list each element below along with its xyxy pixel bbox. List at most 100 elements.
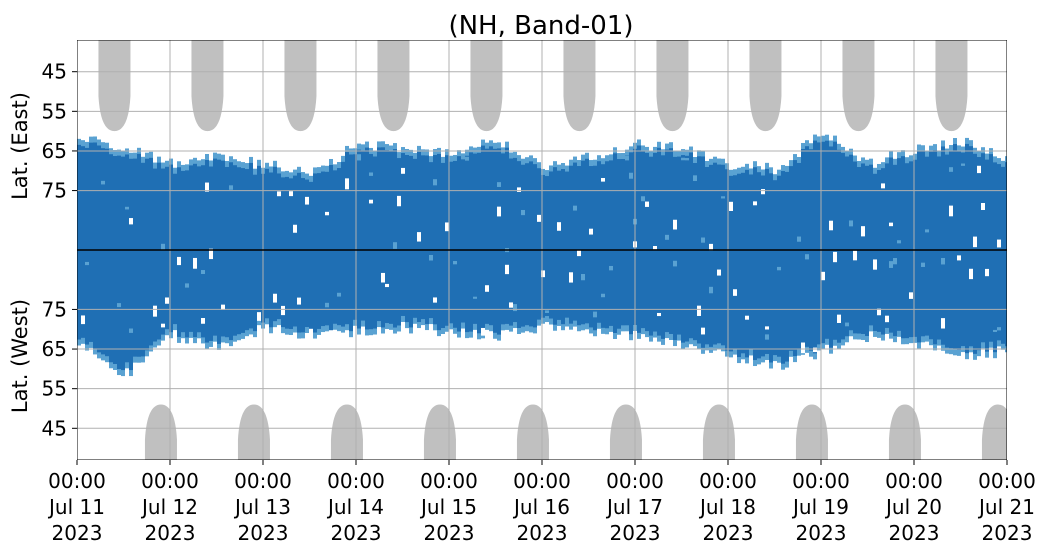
band-gap-77	[385, 283, 389, 288]
band-core-121	[561, 169, 565, 325]
band-core-14	[133, 158, 137, 357]
band-core-92	[445, 155, 449, 326]
band-gap-85	[417, 232, 421, 242]
band-core-158	[709, 164, 713, 347]
xtick-label-6-1: Jul 17	[605, 495, 663, 519]
band-light-193	[849, 220, 853, 227]
xtick-label-5-0: 00:00	[513, 469, 571, 493]
band-core-217	[945, 154, 949, 348]
band-core-156	[701, 156, 705, 348]
band-light-151	[681, 157, 685, 161]
y-axis-label-west: Lat. (West)	[8, 299, 32, 413]
band-core-51	[281, 177, 285, 328]
band-light-99	[473, 296, 477, 299]
band-core-43	[249, 162, 253, 329]
band-core-117	[545, 176, 549, 317]
band-core-13	[129, 158, 133, 371]
band-core-94	[453, 160, 457, 328]
band-core-173	[769, 173, 773, 363]
band-core-6	[101, 148, 105, 355]
band-core-202	[885, 163, 889, 328]
band-core-47	[265, 168, 269, 319]
band-core-125	[577, 166, 581, 326]
band-core-28	[189, 165, 193, 332]
daylight-mask-east-6	[656, 40, 689, 132]
band-core-165	[737, 173, 741, 358]
band-light-88	[429, 254, 433, 261]
daylight-mask-east-9	[935, 40, 968, 132]
band-core-167	[745, 169, 749, 358]
band-core-197	[865, 165, 869, 337]
band-gap-128	[589, 228, 593, 235]
band-core-215	[937, 156, 941, 340]
band-core-32	[205, 159, 209, 343]
band-core-50	[277, 173, 281, 320]
band-core-22	[165, 166, 169, 330]
band-core-59	[313, 173, 317, 333]
daylight-mask-west-9	[981, 404, 1007, 460]
band-light-97	[465, 156, 469, 161]
band-core-18	[149, 157, 153, 346]
band-gap-218	[949, 205, 953, 217]
band-core-0	[77, 144, 81, 340]
band-light-192	[845, 322, 849, 327]
band-core-25	[177, 167, 181, 337]
band-gap-73	[369, 199, 373, 204]
band-core-17	[145, 158, 149, 351]
band-core-19	[153, 168, 157, 342]
band-core-159	[713, 162, 717, 345]
band-gap-50	[277, 191, 281, 197]
band-gap-199	[873, 259, 877, 270]
band-gap-208	[909, 292, 913, 299]
band-core-98	[469, 152, 473, 332]
band-core-134	[613, 153, 617, 334]
band-core-5	[97, 145, 101, 353]
band-gap-201	[881, 183, 885, 189]
band-core-226	[981, 153, 985, 343]
xtick-label-4-1: Jul 15	[419, 495, 477, 519]
band-gap-230	[997, 239, 1001, 248]
band-core-1	[81, 146, 85, 338]
band-core-213	[929, 151, 933, 340]
band-gap-54	[293, 224, 297, 233]
xtick-label-9-0: 00:00	[885, 469, 943, 493]
band-core-145	[657, 147, 661, 336]
band-core-45	[257, 165, 261, 320]
band-gap-189	[833, 251, 837, 263]
band-core-129	[593, 165, 597, 331]
band-light-13	[129, 328, 133, 333]
band-core-83	[409, 155, 413, 328]
band-core-15	[137, 153, 141, 357]
band-core-76	[381, 147, 385, 328]
band-gap-181	[801, 342, 805, 354]
band-core-161	[721, 164, 725, 346]
band-core-222	[965, 143, 969, 354]
xtick-label-6-0: 00:00	[606, 469, 664, 493]
band-core-24	[173, 173, 177, 325]
band-core-144	[653, 152, 657, 332]
band-gap-89	[433, 297, 437, 303]
band-core-170	[757, 172, 761, 359]
band-light-154	[693, 175, 697, 182]
band-core-54	[293, 175, 297, 327]
band-core-79	[393, 149, 397, 328]
band-core-91	[441, 162, 445, 328]
band-core-53	[289, 178, 293, 330]
band-light-131	[601, 293, 605, 298]
band-core-216	[941, 146, 945, 345]
band-core-72	[365, 147, 369, 330]
daylight-mask-east-5	[563, 40, 596, 132]
band-core-151	[681, 155, 685, 343]
daylight-mask-west-3	[423, 404, 456, 460]
band-core-100	[477, 152, 481, 334]
xtick-label-9-2: 2023	[889, 521, 940, 545]
band-core-149	[673, 156, 677, 341]
xtick-label-8-1: Jul 19	[791, 495, 849, 519]
band-core-52	[285, 176, 289, 329]
band-core-23	[169, 164, 173, 333]
band-light-89	[433, 179, 437, 186]
daylight-mask-west-7	[795, 404, 828, 460]
band-light-147	[665, 234, 669, 240]
